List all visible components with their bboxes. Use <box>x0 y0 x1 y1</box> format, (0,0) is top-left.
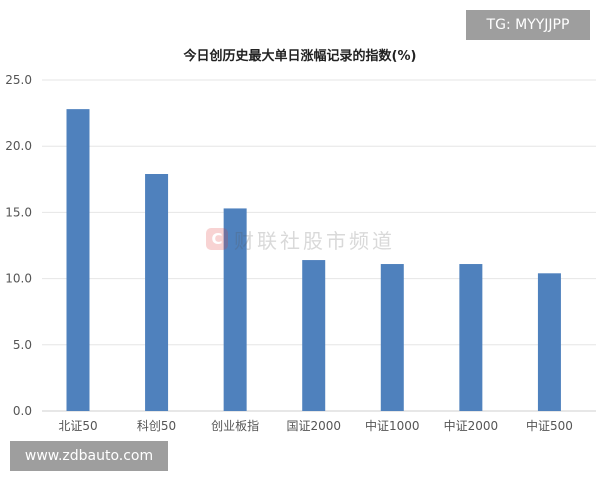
site-overlay-label: www.zdbauto.com <box>10 441 168 471</box>
bar <box>380 264 404 411</box>
y-tick-label: 0.0 <box>13 404 32 418</box>
bar <box>223 208 247 411</box>
bars <box>66 109 561 412</box>
x-tick-label: 科创50 <box>137 419 176 433</box>
tg-overlay-label: TG: MYYJJPP <box>466 10 590 40</box>
x-tick-label: 中证2000 <box>444 418 499 433</box>
x-tick-label: 创业板指 <box>211 418 259 433</box>
x-tick-label: 北证50 <box>58 419 97 433</box>
y-tick-label: 5.0 <box>13 338 32 352</box>
y-tick-label: 25.0 <box>5 73 32 87</box>
y-axis-ticks: 0.0 5.0 10.0 15.0 20.0 25.0 <box>5 73 32 418</box>
chart-title: 今日创历史最大单日涨幅记录的指数(%) <box>183 48 417 64</box>
bar <box>302 260 326 411</box>
bar <box>66 109 90 412</box>
y-tick-label: 15.0 <box>5 205 32 219</box>
y-tick-label: 20.0 <box>5 139 32 153</box>
y-tick-label: 10.0 <box>5 272 32 286</box>
x-tick-label: 中证500 <box>526 418 573 433</box>
x-axis-ticks: 北证50 科创50 创业板指 国证2000 中证1000 中证2000 中证500 <box>58 418 573 433</box>
bar <box>145 174 169 411</box>
x-tick-label: 国证2000 <box>286 419 341 433</box>
bar <box>459 264 483 411</box>
x-tick-label: 中证1000 <box>365 418 420 433</box>
bar <box>537 273 561 411</box>
